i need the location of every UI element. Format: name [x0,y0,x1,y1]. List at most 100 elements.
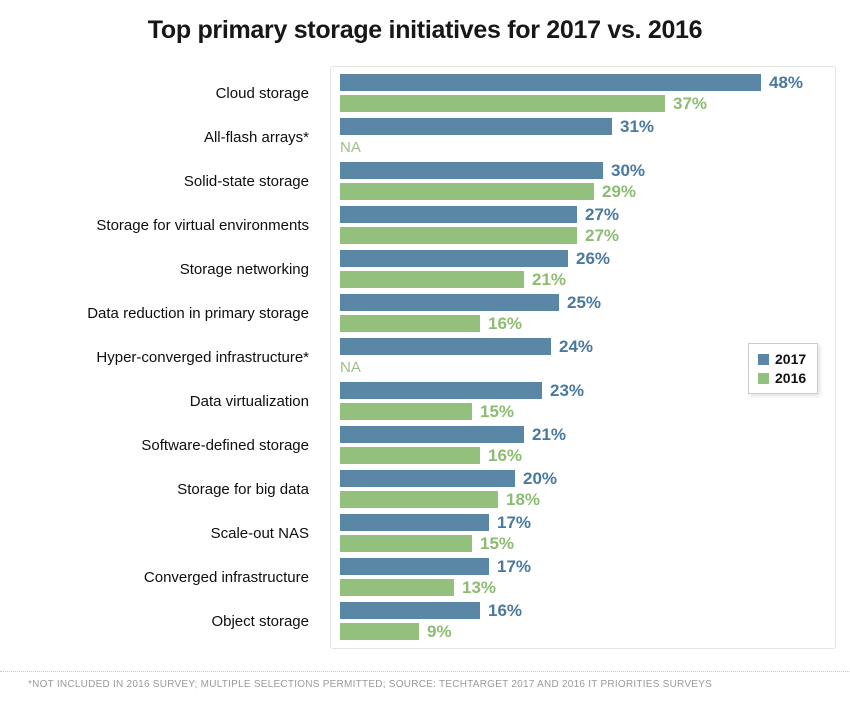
value-label-2016: 27% [585,226,620,245]
value-label-2016: 29% [602,182,637,201]
bar-line-2017: 27% [340,206,850,223]
category-label: Cloud storage [215,84,309,102]
bar-line-2017: 17% [340,558,850,575]
chart-row: Converged infrastructure 17% 13% [0,558,850,596]
bar-2017 [340,602,480,619]
bar-group: 26% 21% [330,250,850,288]
bar-2017 [340,206,577,223]
na-label: NA [340,359,361,376]
value-label-2017: 27% [585,205,620,224]
bar-2017 [340,382,542,399]
value-label-2016: 18% [506,490,541,509]
bar-2017 [340,426,524,443]
category-label: All-flash arrays* [203,128,309,146]
bar-2016 [340,403,472,420]
value-label-2017: 16% [488,601,523,620]
bar-2016 [340,95,665,112]
chart-row: Software-defined storage 21% 16% [0,426,850,464]
bar-line-2016: 21% [340,271,850,288]
chart-row: Object storage 16% 9% [0,602,850,640]
bar-line-2017: 26% [340,250,850,267]
bar-2017 [340,338,551,355]
bar-group: 31% NA [330,118,850,156]
value-label-2017: 25% [567,293,602,312]
value-label-2017: 24% [559,337,594,356]
value-label-2016: 37% [673,94,708,113]
value-label-2017: 31% [620,117,655,136]
value-label-2016: 16% [488,314,523,333]
value-label-2016: 15% [480,402,515,421]
chart-row: Storage for big data 20% 18% [0,470,850,508]
legend-swatch-2016-icon [758,372,769,384]
category-label: Object storage [211,612,309,630]
bar-2017 [340,118,612,135]
bar-chart: Cloud storage 48% 37% All-flash arrays* 31% N… [0,66,850,650]
category-label: Scale-out NAS [210,524,309,542]
chart-row: All-flash arrays* 31% NA [0,118,850,156]
bar-line-2016: 15% [340,535,850,552]
chart-title: Top primary storage initiatives for 2017… [147,16,703,44]
value-label-2017: 30% [611,161,646,180]
bar-2016 [340,447,480,464]
bar-line-2017: 17% [340,514,850,531]
category-label: Data reduction in primary storage [87,304,309,322]
bar-group: 20% 18% [330,470,850,508]
bar-line-2017: 31% [340,118,850,135]
legend-item-2016: 2016 [758,371,806,385]
value-label-2017: 21% [532,425,567,444]
bar-2016 [340,227,577,244]
chart-row: Cloud storage 48% 37% [0,74,850,112]
category-label: Solid-state storage [183,172,309,190]
bar-2016 [340,579,454,596]
bar-group: 21% 16% [330,426,850,464]
bar-2017 [340,514,489,531]
bar-2016 [340,623,419,640]
bar-2016 [340,315,480,332]
bar-line-2016: 13% [340,579,850,596]
bar-line-2017: 30% [340,162,850,179]
category-label: Storage for big data [177,480,309,498]
bar-line-2016: 27% [340,227,850,244]
chart-row: Data virtualization 23% 15% [0,382,850,420]
footnote: *NOT INCLUDED IN 2016 SURVEY; MULTIPLE S… [28,679,713,690]
value-label-2017: 26% [576,249,611,268]
bar-group: 48% 37% [330,74,850,112]
bar-line-2017: 20% [340,470,850,487]
bar-2017 [340,558,489,575]
bar-line-2016: 16% [340,315,850,332]
chart-row: Hyper-converged infrastructure* 24% NA [0,338,850,376]
footnote-separator [0,671,850,672]
bar-2017 [340,162,603,179]
bar-group: 30% 29% [330,162,850,200]
chart-row: Storage networking 26% 21% [0,250,850,288]
value-label-2016: 15% [480,534,515,553]
bar-line-2016: 9% [340,623,850,640]
bar-2016 [340,271,524,288]
bar-group: 27% 27% [330,206,850,244]
bar-2017 [340,250,568,267]
category-label: Storage networking [179,260,309,278]
bar-line-2016: 16% [340,447,850,464]
category-label: Hyper-converged infrastructure* [96,348,309,366]
legend-label-2016: 2016 [775,370,807,386]
bar-group: 17% 15% [330,514,850,552]
bar-2017 [340,74,761,91]
bar-line-2016: NA [340,359,850,376]
value-label-2016: 13% [462,578,497,597]
value-label-2017: 17% [497,513,532,532]
chart-row: Solid-state storage 30% 29% [0,162,850,200]
legend-swatch-2017-icon [758,353,769,365]
bar-line-2017: 48% [340,74,850,91]
value-label-2017: 17% [497,557,532,576]
bar-group: 17% 13% [330,558,850,596]
value-label-2016: 21% [532,270,567,289]
bar-line-2017: 23% [340,382,850,399]
value-label-2016: 16% [488,446,523,465]
bar-line-2016: NA [340,139,850,156]
bar-line-2017: 24% [340,338,850,355]
bar-line-2016: 18% [340,491,850,508]
bar-line-2017: 25% [340,294,850,311]
bar-group: 16% 9% [330,602,850,640]
bar-line-2016: 37% [340,95,850,112]
value-label-2017: 20% [523,469,558,488]
